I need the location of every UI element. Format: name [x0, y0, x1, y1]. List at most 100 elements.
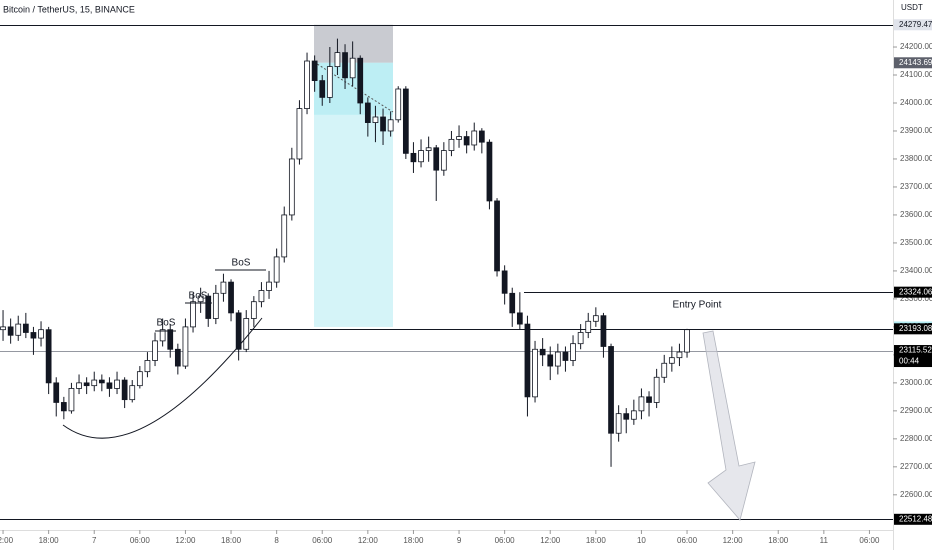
y-tick-label: 24000.00: [900, 98, 932, 107]
price-label: 23193.08: [899, 324, 932, 333]
plot-area: [0, 24, 893, 520]
x-tick-label: 06:00: [312, 536, 333, 545]
price-label-bg: [894, 513, 932, 525]
x-tick-label: 06:00: [859, 536, 880, 545]
candle-body: [570, 343, 576, 361]
y-tick-label: 24100.00: [900, 70, 932, 79]
countdown-label: 00:44: [899, 357, 920, 366]
y-tick-label: 24200.00: [900, 42, 932, 51]
x-tick-label: 8: [274, 536, 279, 545]
candle-body: [144, 360, 151, 373]
y-tick-label: 23700.00: [900, 182, 932, 191]
x-tick-label: 7: [92, 536, 97, 545]
candle-body: [661, 362, 668, 378]
candle-body: [478, 130, 485, 143]
x-tick-label: 18:00: [403, 536, 424, 545]
candle-body: [258, 290, 265, 303]
price-label: 24143.69: [899, 58, 932, 67]
candle-body: [7, 326, 14, 336]
candle-body: [425, 147, 432, 151]
candle-body: [68, 388, 75, 412]
candle-body: [562, 351, 569, 361]
curve: [62, 317, 263, 439]
y-tick-label: 23300.00: [900, 294, 932, 303]
price-label: 22512.48: [899, 514, 932, 523]
x-tick-label: 18:00: [768, 536, 789, 545]
candle-body: [646, 396, 652, 403]
candle-body: [45, 329, 52, 384]
candle-body: [395, 88, 402, 121]
box-dash: [313, 61, 394, 113]
candle-body: [319, 80, 326, 98]
candle-body: [311, 60, 318, 82]
x-tick-label: 12:00: [723, 536, 744, 545]
y-tick-label: 23800.00: [900, 154, 932, 163]
candle-body: [228, 281, 234, 314]
candle-body: [334, 52, 341, 68]
candle-body: [364, 102, 371, 123]
candle-body: [615, 413, 622, 434]
price-label-bg: [894, 345, 932, 368]
candle-body: [357, 57, 364, 104]
candle-body: [159, 329, 166, 342]
candle-body: [440, 150, 447, 171]
y-tick-label: 23900.00: [900, 126, 932, 135]
price-label-bg: [894, 19, 932, 31]
candle-body: [121, 379, 128, 401]
price-label-bg: [894, 57, 932, 69]
candle-body: [501, 270, 508, 294]
bos-label: BoS: [189, 291, 208, 302]
candle-body: [433, 147, 440, 171]
candle-body: [288, 158, 295, 216]
x-tick-label: 06:00: [495, 536, 516, 545]
candle-body: [547, 354, 554, 367]
candle-body: [471, 130, 478, 146]
candle-body: [585, 320, 592, 333]
x-tick-label: 12:00: [175, 536, 196, 545]
candle-body: [600, 315, 607, 347]
candle-body: [372, 116, 379, 123]
candle-body: [494, 200, 500, 272]
chart-title: Bitcoin / TetherUS, 15, BINANCE: [3, 4, 135, 14]
candle-body: [486, 141, 493, 202]
candle-body: [114, 379, 120, 389]
candle-body: [448, 138, 455, 151]
x-tick-label: 10: [637, 536, 646, 545]
candle-body: [91, 379, 98, 387]
candle-body: [539, 348, 546, 356]
y-tick-label: 23000.00: [900, 378, 932, 387]
candle-body: [76, 382, 82, 389]
candle-body: [220, 281, 227, 294]
candle-body: [653, 376, 660, 403]
candle-body: [638, 396, 645, 412]
candle-body: [684, 329, 690, 353]
x-tick-label: 12:00: [540, 536, 561, 545]
candle-body: [304, 60, 310, 109]
candle-body: [577, 332, 584, 345]
currency-label: USDT: [901, 3, 923, 12]
candle-body: [22, 323, 29, 333]
candle-body: [668, 357, 675, 364]
candle-body: [266, 281, 272, 291]
candle-body: [592, 315, 599, 322]
candle-body: [281, 214, 288, 258]
candle-body: [349, 57, 356, 79]
candle-body: [273, 256, 280, 283]
candle-body: [410, 152, 417, 163]
candle-body: [554, 351, 561, 367]
candle-body: [250, 301, 257, 319]
price-label: 23115.52: [899, 346, 932, 355]
arrow: [702, 330, 756, 521]
candle-body: [182, 326, 189, 367]
price-label-bg: [894, 323, 932, 335]
candle-body: [30, 332, 37, 339]
candle-body: [152, 340, 158, 361]
y-tick-label: 23400.00: [900, 266, 932, 275]
price-label: 24279.47: [899, 20, 932, 29]
candle-body: [342, 52, 348, 79]
x-tick-label: 06:00: [130, 536, 151, 545]
candle-body: [623, 413, 630, 420]
candle-body: [190, 301, 196, 328]
x-tick-label: 9: [457, 536, 462, 545]
